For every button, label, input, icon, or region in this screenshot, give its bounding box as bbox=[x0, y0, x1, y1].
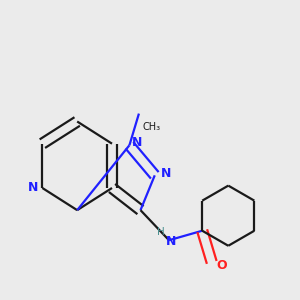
Text: N: N bbox=[132, 136, 142, 148]
Text: CH₃: CH₃ bbox=[142, 122, 160, 131]
Text: O: O bbox=[216, 259, 226, 272]
Text: N: N bbox=[28, 182, 38, 194]
Text: N: N bbox=[160, 167, 171, 180]
Text: H: H bbox=[157, 227, 165, 237]
Text: N: N bbox=[165, 235, 176, 248]
